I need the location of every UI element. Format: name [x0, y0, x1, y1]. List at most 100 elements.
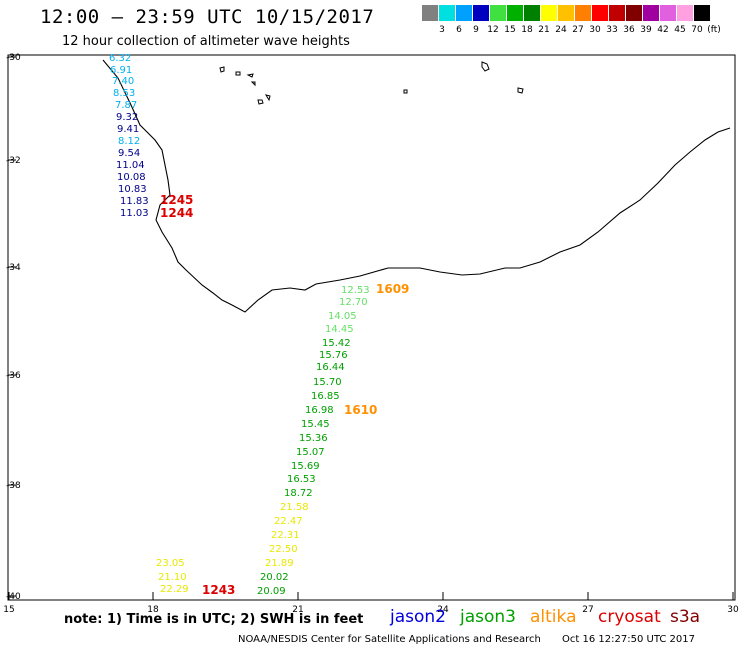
scale-swatch [575, 5, 591, 21]
wave-height-value: 16.53 [287, 474, 316, 485]
longitude-label: 21 [292, 605, 303, 615]
longitude-label: 27 [582, 605, 593, 615]
scale-swatch [694, 5, 710, 21]
wave-height-value: 21.58 [280, 502, 309, 513]
map-border [7, 54, 736, 601]
scale-swatch [660, 5, 676, 21]
legend-jason2: jason2 [390, 607, 446, 627]
wave-height-value: 12.70 [339, 297, 368, 308]
units-note: note: 1) Time is in UTC; 2) SWH is in fe… [64, 612, 364, 627]
wave-height-value: 7.40 [112, 76, 134, 87]
wave-height-value: 8.53 [113, 88, 135, 99]
latitude-label: -30 [6, 53, 21, 63]
scale-swatch [609, 5, 625, 21]
wave-height-value: 15.07 [296, 447, 325, 458]
wave-height-value: 14.45 [325, 324, 354, 335]
wave-height-value: 14.05 [328, 311, 357, 322]
scale-label: 33 [606, 25, 618, 35]
legend-jason3: jason3 [460, 607, 516, 627]
longitude-label: 15 [3, 605, 14, 615]
wave-height-value: 9.54 [118, 148, 140, 159]
wave-height-value: 7.87 [115, 100, 137, 111]
scale-swatch [524, 5, 540, 21]
wave-height-value: 10.08 [117, 172, 146, 183]
scale-swatch [643, 5, 659, 21]
wave-height-value: 22.29 [160, 584, 189, 595]
wave-height-value: 16.44 [316, 362, 345, 373]
pass-time-label: 1609 [376, 282, 409, 296]
latitude-label: -38 [6, 481, 21, 491]
scale-label: 27 [572, 25, 584, 35]
wave-height-value: 15.36 [299, 433, 328, 444]
footer: NOAA/NESDIS Center for Satellite Applica… [238, 634, 713, 645]
scale-label: 15 [504, 25, 516, 35]
wave-height-value: 22.31 [271, 530, 300, 541]
longitude-label: 24 [437, 605, 449, 615]
scale-swatch [439, 5, 455, 21]
pass-time-label: 1243 [202, 583, 235, 597]
wave-height-value: 16.98 [305, 405, 334, 416]
coastline [102, 59, 731, 313]
latitude-label: -32 [6, 156, 21, 166]
scale-swatch [626, 5, 642, 21]
wave-height-value: 22.47 [274, 516, 303, 527]
wave-height-value: 11.83 [120, 196, 149, 207]
map-frame: -30 -32 -34 -36 -38 -40 15 18 21 24 27 30 [3, 53, 739, 615]
scale-label: 12 [487, 25, 499, 35]
wave-height-value: 10.83 [118, 184, 147, 195]
scale-swatch [592, 5, 608, 21]
wave-height-value: 11.03 [120, 208, 149, 219]
scale-label: (ft) [707, 25, 721, 35]
scale-label: 39 [640, 25, 652, 35]
scale-swatch [456, 5, 472, 21]
longitude-label: 18 [147, 605, 159, 615]
scale-swatch [490, 5, 506, 21]
scale-label: 36 [623, 25, 635, 35]
wave-height-value: 15.70 [313, 377, 342, 388]
scale-label: 24 [555, 25, 567, 35]
wave-height-value: 16.85 [311, 391, 340, 402]
longitude-label: 30 [727, 605, 739, 615]
scale-label: 9 [473, 25, 479, 35]
wave-height-value: 15.69 [291, 461, 320, 472]
scale-swatch [473, 5, 489, 21]
latitude-label: -36 [6, 371, 21, 381]
scale-label: 42 [657, 25, 669, 35]
credit-text: NOAA/NESDIS Center for Satellite Applica… [238, 634, 541, 645]
wave-height-value: 9.32 [116, 112, 138, 123]
wave-height-value: 11.04 [116, 160, 145, 171]
wave-height-value: 9.41 [117, 124, 139, 135]
island [219, 61, 524, 105]
pass-time-label: 1610 [344, 403, 377, 417]
wave-height-value: 20.02 [260, 572, 289, 583]
latitude-label: -34 [6, 263, 21, 273]
scale-swatch [558, 5, 574, 21]
pass-time-label: 1244 [160, 206, 193, 220]
wave-height-value: 6.91 [110, 65, 132, 76]
legend-cryosat: cryosat [598, 607, 661, 627]
wave-height-value: 15.45 [301, 419, 330, 430]
scale-label: 6 [456, 25, 462, 35]
wave-height-value: 8.12 [118, 136, 140, 147]
wave-height-value: 20.09 [257, 586, 286, 597]
legend-s3a: s3a [670, 607, 701, 627]
scale-swatch [422, 5, 438, 21]
scale-swatch [677, 5, 693, 21]
map-subtitle: 12 hour collection of altimeter wave hei… [62, 34, 350, 49]
timestamp-text: Oct 16 12:27:50 UTC 2017 [562, 634, 695, 645]
legend-altika: altika [530, 607, 577, 627]
wave-height-value: 21.10 [158, 572, 187, 583]
wave-height-value: 15.42 [322, 338, 351, 349]
scale-swatch [507, 5, 523, 21]
wave-height-value: 15.76 [319, 350, 348, 361]
wave-height-value: 12.53 [341, 285, 370, 296]
scale-label: 18 [521, 25, 533, 35]
wave-height-value: 21.89 [265, 558, 294, 569]
wave-height-value: 22.50 [269, 544, 298, 555]
latitude-label: -40 [6, 592, 21, 602]
scale-swatch [541, 5, 557, 21]
map-title: 12:00 – 23:59 UTC 10/15/2017 [40, 6, 375, 28]
scale-label: 30 [589, 25, 601, 35]
scale-label: 45 [674, 25, 686, 35]
